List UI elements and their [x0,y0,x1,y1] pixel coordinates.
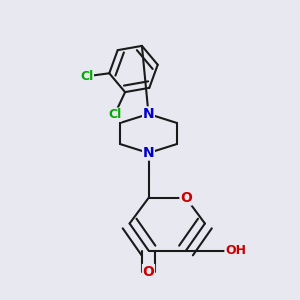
Text: Cl: Cl [80,70,93,83]
Text: O: O [142,265,154,278]
Text: N: N [143,107,154,121]
Text: O: O [180,191,192,205]
Text: OH: OH [225,244,246,257]
Text: Cl: Cl [108,108,121,121]
Text: N: N [143,146,154,160]
